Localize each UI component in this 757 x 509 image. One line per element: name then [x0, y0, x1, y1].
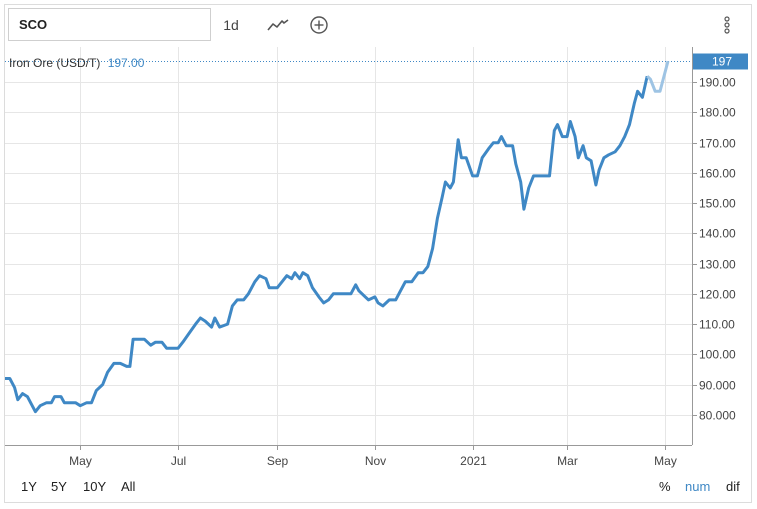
- y-tick-label: 100.00: [699, 348, 736, 362]
- x-tick-label: May: [69, 454, 92, 468]
- x-tick-label: Nov: [365, 454, 386, 468]
- last-price-tag-background: [693, 53, 748, 70]
- y-tick-label: 190.00: [699, 76, 736, 90]
- legend-series-name: Iron Ore (USD/T): [9, 56, 100, 70]
- last-price-tag: 197: [693, 53, 748, 70]
- y-tick-label: 80.000: [699, 409, 736, 423]
- y-tick-label: 150.00: [699, 197, 736, 211]
- x-tick-label: Jul: [171, 454, 186, 468]
- legend: Iron Ore (USD/T) 197.00: [9, 56, 145, 70]
- interval-button[interactable]: 1d: [223, 17, 239, 33]
- symbol-input[interactable]: SCO: [8, 8, 211, 41]
- vertical-dots-icon: [724, 16, 730, 34]
- series-line-iron-ore: [5, 75, 649, 414]
- range-1y-button[interactable]: 1Y: [21, 479, 37, 494]
- grid-lines: [5, 47, 693, 446]
- x-tick-label: Sep: [267, 454, 289, 468]
- range-5y-button[interactable]: 5Y: [51, 479, 67, 494]
- y-tick-label: 110.00: [699, 318, 735, 332]
- mode-percent-button[interactable]: %: [659, 479, 671, 494]
- line-chart-icon: [267, 19, 289, 31]
- line-chart[interactable]: May Jul Sep Nov 2021 Mar May 80.000 90.000 100.0…: [5, 5, 751, 473]
- bottom-controls: 1Y 5Y 10Y All % num dif: [5, 473, 751, 503]
- x-tick-label: 2021: [460, 454, 487, 468]
- y-tick-label: 160.00: [699, 167, 736, 181]
- chart-menu-button[interactable]: [715, 13, 739, 37]
- y-tick-label: 120.00: [699, 288, 736, 302]
- y-tick-label: 140.00: [699, 227, 736, 241]
- x-tick-label: Mar: [557, 454, 578, 468]
- y-tick-label: 90.000: [699, 379, 736, 393]
- y-axis: 80.000 90.000 100.00 110.00 120.00 130.00 140.…: [692, 76, 736, 423]
- y-tick-label: 170.00: [699, 137, 736, 151]
- add-indicator-button[interactable]: [305, 13, 333, 37]
- series-line-tail: [646, 60, 670, 93]
- mode-dif-button[interactable]: dif: [726, 479, 740, 494]
- legend-series-value: 197.00: [108, 56, 145, 70]
- chart-toolbar: SCO 1d: [5, 5, 751, 45]
- range-10y-button[interactable]: 10Y: [83, 479, 107, 494]
- y-tick-label: 130.00: [699, 258, 736, 272]
- x-axis: May Jul Sep Nov 2021 Mar May: [69, 445, 677, 468]
- range-all-button[interactable]: All: [121, 479, 136, 494]
- x-tick-label: May: [654, 454, 677, 468]
- last-price-tag-text: 197: [712, 55, 732, 69]
- mode-num-button[interactable]: num: [685, 479, 711, 494]
- chart-widget: SCO 1d May Jul Sep Nov 2021 Mar May 80.000 90.0…: [4, 4, 752, 503]
- y-tick-label: 180.00: [699, 106, 736, 120]
- plus-circle-icon: [310, 16, 328, 34]
- chart-type-button[interactable]: [263, 13, 293, 37]
